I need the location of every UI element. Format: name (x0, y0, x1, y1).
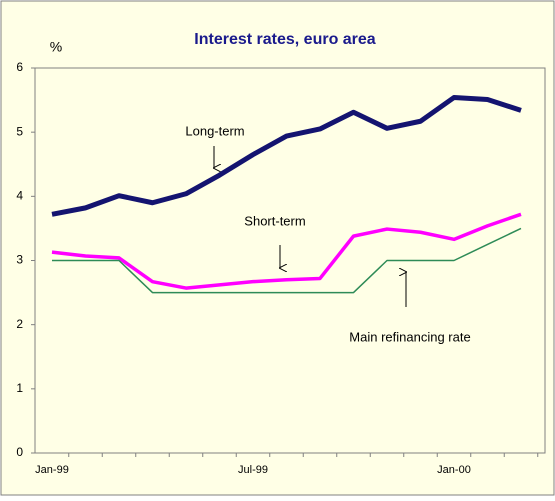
y-tick-label: 3 (16, 253, 23, 267)
y-tick-label: 1 (16, 381, 23, 395)
y-tick-label: 2 (16, 317, 23, 331)
chart-title: Interest rates, euro area (194, 31, 376, 48)
annotation: Short-term (244, 213, 305, 228)
y-axis-label: % (50, 39, 62, 55)
annotation: Long-term (185, 123, 244, 138)
series-line (52, 227, 522, 294)
y-tick-label: 0 (16, 445, 23, 459)
y-tick-label: 5 (16, 124, 23, 138)
annotation: Main refinancing rate (349, 329, 470, 344)
y-tick-label: 4 (16, 189, 23, 203)
x-tick-label: Jan-99 (35, 464, 69, 476)
series-line (51, 95, 522, 217)
series-line (51, 212, 522, 290)
y-tick-label: 6 (16, 60, 23, 74)
x-tick-label: Jan-00 (437, 464, 471, 476)
x-tick-label: Jul-99 (238, 464, 268, 476)
